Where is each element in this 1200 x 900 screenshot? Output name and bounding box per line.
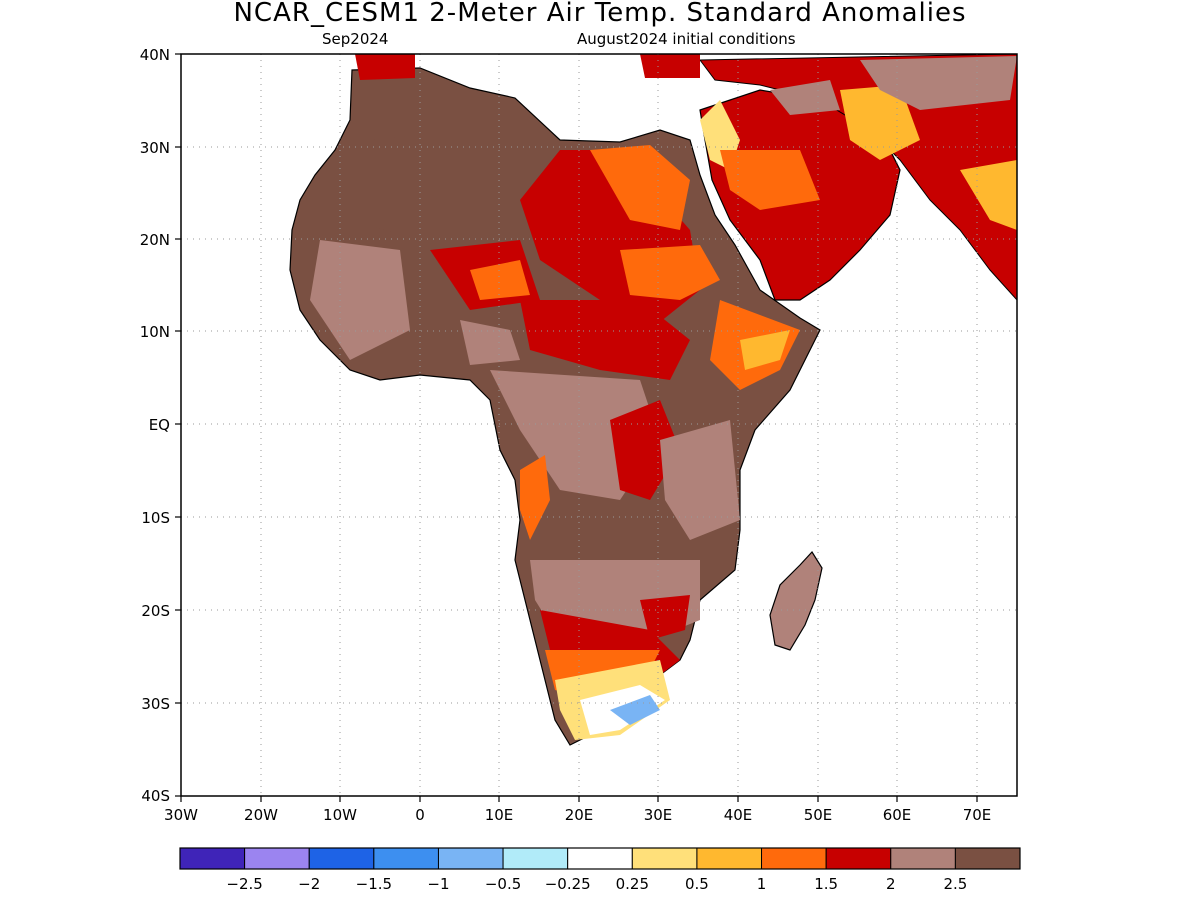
lat-label: 30N — [140, 139, 170, 157]
lat-label: 20S — [141, 602, 170, 620]
map-frame — [180, 53, 1018, 797]
colorbar-swatch — [696, 847, 763, 870]
colorbar-label: −1 — [427, 875, 449, 893]
lat-label: 40N — [140, 46, 170, 64]
lat-label: EQ — [149, 416, 170, 434]
colorbar-label: 0.25 — [616, 875, 649, 893]
lon-label: 0 — [415, 806, 425, 824]
lon-label: 30W — [164, 806, 198, 824]
colorbar-swatch — [890, 847, 956, 870]
chart-title: NCAR_CESM1 2-Meter Air Temp. Standard An… — [233, 0, 967, 28]
colorbar-swatch — [437, 847, 504, 870]
colorbar-swatch — [179, 847, 246, 870]
lon-label: 40E — [724, 806, 753, 824]
forecast-month: Sep2024 — [322, 30, 389, 48]
colorbar-swatch — [761, 847, 827, 870]
colorbar-swatch — [954, 847, 1021, 870]
lat-label: 10N — [140, 323, 170, 341]
colorbar-swatch — [373, 847, 439, 870]
colorbar-swatch — [244, 847, 310, 870]
map-gridlines — [181, 54, 1017, 796]
colorbar-label: −2 — [298, 875, 320, 893]
colorbar-swatch — [308, 847, 375, 870]
lon-label: 50E — [804, 806, 833, 824]
colorbar-label: −1.5 — [356, 875, 392, 893]
colorbar-label: −2.5 — [226, 875, 262, 893]
lon-label: 20W — [244, 806, 278, 824]
map-area — [289, 54, 1017, 746]
lon-label: 70E — [963, 806, 992, 824]
mediterranean-north-land — [355, 54, 415, 80]
lat-label: 40S — [141, 787, 170, 805]
lon-label: 10W — [323, 806, 357, 824]
lat-label: 10S — [141, 509, 170, 527]
colorbar: −2.5 −2 −1.5 −1 −0.5 −0.25 0.25 0.5 1 1.5 2 2.5 — [179, 847, 1021, 893]
colorbar-swatch — [502, 847, 569, 870]
colorbar-label: 1 — [757, 875, 767, 893]
lat-label: 20N — [140, 231, 170, 249]
lon-label: 30E — [644, 806, 673, 824]
lat-label: 30S — [141, 695, 170, 713]
colorbar-label: 0.5 — [685, 875, 709, 893]
lon-label: 20E — [565, 806, 594, 824]
lon-label: 60E — [883, 806, 912, 824]
initial-conditions: August2024 initial conditions — [577, 30, 796, 48]
colorbar-swatch — [825, 847, 892, 870]
colorbar-label: 1.5 — [814, 875, 838, 893]
madagascar-land — [769, 551, 823, 651]
lon-label: 10E — [485, 806, 514, 824]
colorbar-label: −0.25 — [545, 875, 591, 893]
colorbar-label: 2.5 — [943, 875, 967, 893]
iran-land — [699, 54, 1017, 301]
colorbar-swatch — [567, 847, 633, 870]
colorbar-swatch — [631, 847, 698, 870]
colorbar-label: 2 — [886, 875, 896, 893]
colorbar-label: −0.5 — [485, 875, 521, 893]
